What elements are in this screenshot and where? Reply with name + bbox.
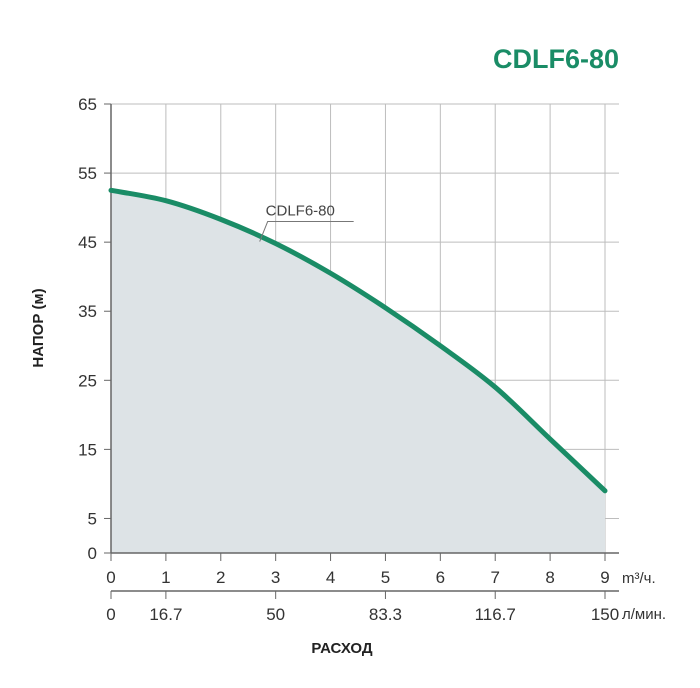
series-label: CDLF6-80 [266,203,335,220]
series-curve [108,187,608,494]
y-tick-label: 15 [78,440,97,459]
secondary-x-tick-label: 83.3 [369,605,402,624]
x-unit-primary-label: m³/ч. [622,570,656,587]
y-tick-label: 0 [88,544,97,563]
secondary-x-tick-label: 16.7 [149,605,182,624]
x-tick-label: 9 [600,568,609,587]
y-tick-label: 35 [78,302,97,321]
x-tick-label: 3 [271,568,280,587]
y-tick-label: 5 [88,509,97,528]
x-tick-label: 8 [545,568,554,587]
x-tick-label: 5 [381,568,390,587]
secondary-x-tick-label: 116.7 [475,605,516,624]
chart-title: CDLF6-80 [493,44,619,74]
y-tick-label: 25 [78,371,97,390]
secondary-x-tick-label: 150 [591,605,619,624]
series-area-fill [111,190,605,553]
x-tick-label: 6 [436,568,445,587]
x-tick-label: 1 [161,568,170,587]
y-tick-label: 55 [78,164,97,183]
y-axis-title: НАПОР (м) [30,288,47,367]
x-tick-label: 4 [326,568,335,587]
x-axis-title: РАСХОД [311,640,372,657]
x-tick-label: 2 [216,568,225,587]
x-tick-label: 0 [106,568,115,587]
y-tick-label: 45 [78,233,97,252]
y-tick-label: 65 [78,95,97,114]
secondary-x-tick-label: 0 [106,605,115,624]
x-tick-label: 7 [490,568,499,587]
secondary-x-tick-label: 50 [266,605,285,624]
x-unit-secondary-label: л/мин. [622,606,666,623]
series-label-leader [259,221,354,242]
